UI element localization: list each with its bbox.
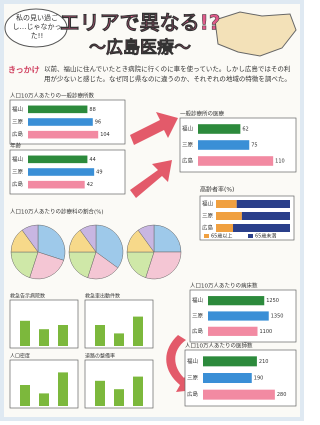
column (95, 325, 105, 346)
bar-value: 42 (87, 182, 93, 188)
panel-title: 人口10万人あたりの病床数 (190, 282, 258, 290)
panel-title: 人口10万人あたりの医師数 (185, 342, 253, 350)
column (39, 393, 49, 406)
column (133, 317, 143, 346)
bar-value: 1100 (260, 329, 273, 335)
panel-title: 人口10万人あたりの一般診療所数 (10, 92, 94, 100)
panel-title: 救急車出動件数 (85, 293, 120, 300)
row-label: 広島 (187, 390, 199, 398)
bar (28, 118, 93, 126)
row-label: 福山 (12, 105, 23, 113)
bubble-box: 私の見い過ごし…じゃなかった!! (10, 14, 64, 44)
row-label: 広島 (12, 180, 24, 188)
row-label: 福山 (202, 200, 213, 208)
column (39, 329, 49, 346)
column (95, 381, 105, 406)
title: エリアで異なる!? (60, 11, 221, 35)
column (20, 321, 30, 346)
column (58, 372, 68, 406)
poster: 私の見い過ごし…じゃなかった!! エリアで異なる!? ～広島医療～ きっかけ 以… (0, 0, 304, 421)
bar-value: 190 (254, 376, 264, 382)
segment (233, 224, 290, 232)
bar (198, 156, 273, 166)
bar-value: 1250 (266, 298, 279, 304)
row-label: 広島 (12, 130, 24, 138)
bar (198, 124, 240, 134)
bar-value: 49 (96, 170, 102, 176)
row-label: 広島 (192, 327, 204, 335)
bubble-text: 私の見い過ごし…じゃなかった!! (10, 14, 64, 41)
bar (28, 168, 94, 176)
bar-value: 210 (259, 359, 269, 365)
bar (203, 356, 257, 366)
panel-title: 道路の整備率 (85, 353, 115, 360)
legend-swatch (204, 234, 209, 238)
bar-value: 44 (89, 157, 95, 163)
panel-title: 救急告示病院数 (10, 293, 45, 300)
column (114, 389, 124, 406)
row-label: 三原 (192, 313, 204, 320)
row-label: 三原 (182, 142, 194, 149)
column (58, 325, 68, 346)
bar (28, 181, 85, 189)
bar (208, 311, 269, 320)
row-label: 広島 (202, 224, 214, 232)
row-label: 福山 (12, 155, 23, 163)
bar-value: 1350 (271, 314, 284, 320)
legend-label: 65歳以上 (211, 233, 232, 240)
segment (216, 212, 242, 220)
legend-swatch (248, 234, 253, 238)
bar-value: 88 (89, 107, 95, 113)
segment (216, 200, 237, 208)
row-label: 福山 (187, 357, 198, 365)
row-label: 三原 (202, 213, 214, 220)
panel-title: 高齢者率(%) (200, 186, 234, 194)
bar-value: 62 (242, 127, 248, 133)
panel-title: 人口密度 (10, 353, 30, 360)
row-label: 三原 (187, 375, 199, 382)
row-label: 福山 (182, 125, 193, 133)
row-label: 三原 (12, 119, 24, 126)
intro-label: きっかけ (8, 66, 40, 75)
bar-value: 110 (275, 159, 285, 165)
bar (28, 156, 87, 164)
panel-title: 一般診療所の医療 (180, 110, 225, 118)
legend-label: 65歳未満 (255, 233, 276, 240)
bar-value: 104 (100, 132, 110, 138)
bar-value: 280 (277, 392, 287, 398)
bar (208, 327, 258, 336)
bar (208, 296, 264, 305)
segment (216, 224, 233, 232)
bar-value: 96 (95, 120, 101, 126)
subtitle: ～広島医療～ (89, 37, 191, 58)
column (20, 385, 30, 406)
bar (28, 131, 98, 139)
column (114, 333, 124, 346)
panel-title: 年齢 (10, 142, 22, 150)
segment (242, 212, 290, 220)
row-label: 広島 (182, 157, 194, 165)
column (133, 377, 143, 406)
pies-title: 人口10万人あたりの診療科の割合(%) (10, 208, 104, 216)
bar (198, 140, 249, 150)
bar-value: 75 (251, 143, 257, 149)
intro-text: 以前、福山に住んでいたとき病院に行くのに車を使っていた。しかし広島ではその利用が… (44, 64, 294, 84)
segment (237, 200, 290, 208)
row-label: 福山 (192, 296, 203, 304)
bar (28, 106, 87, 114)
bar (203, 373, 252, 383)
row-label: 三原 (12, 169, 24, 176)
bar (203, 390, 275, 400)
